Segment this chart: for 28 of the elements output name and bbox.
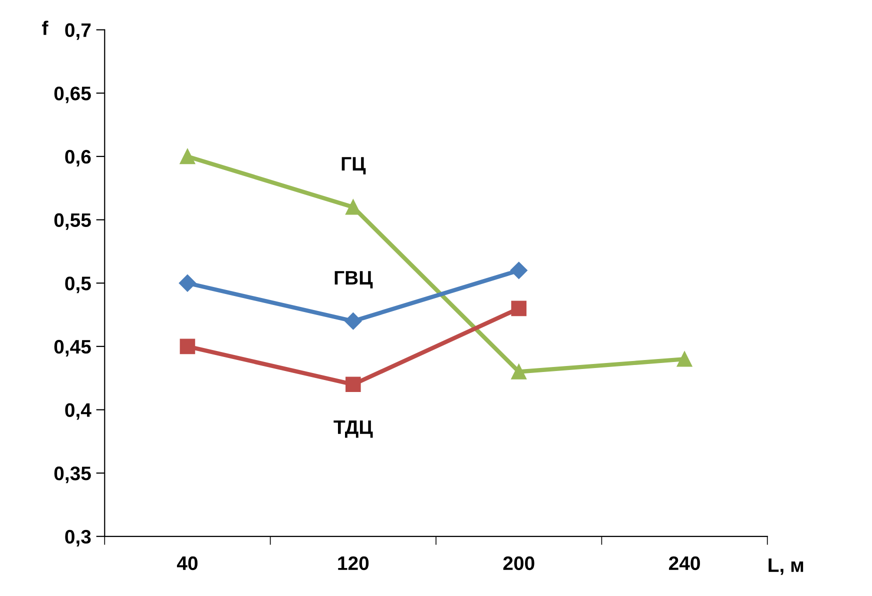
point (346, 199, 361, 215)
x-tick-label: 120 (338, 556, 369, 570)
y-tick-label: 0,7 (65, 23, 91, 40)
point (180, 338, 196, 354)
point (510, 262, 528, 279)
y-axis-title: f (42, 20, 48, 35)
point (511, 364, 526, 380)
series-label: ГВЦ (334, 271, 373, 288)
point (676, 351, 692, 367)
x-axis-title: L, м (768, 558, 804, 575)
point (180, 148, 196, 164)
y-tick-label: 0,4 (65, 403, 92, 420)
y-tick-label: 0,45 (54, 340, 91, 356)
point (344, 312, 362, 330)
x-tick-label: 240 (668, 556, 700, 570)
point (511, 300, 526, 316)
y-tick-label: 0,6 (65, 150, 91, 167)
series-label: ГЦ (342, 157, 366, 174)
y-tick-label: 0,5 (65, 276, 91, 294)
y-tick-label: 0,55 (54, 213, 91, 230)
y-tick-label: 0,65 (54, 86, 91, 104)
y-tick-label: 0,3 (65, 530, 91, 546)
y-tick-label: 0,35 (54, 466, 91, 484)
x-tick-label: 200 (503, 556, 534, 570)
x-tick-label: 40 (176, 556, 198, 570)
point (178, 274, 196, 292)
point (346, 376, 361, 392)
series-label: ТДЦ (334, 420, 373, 438)
